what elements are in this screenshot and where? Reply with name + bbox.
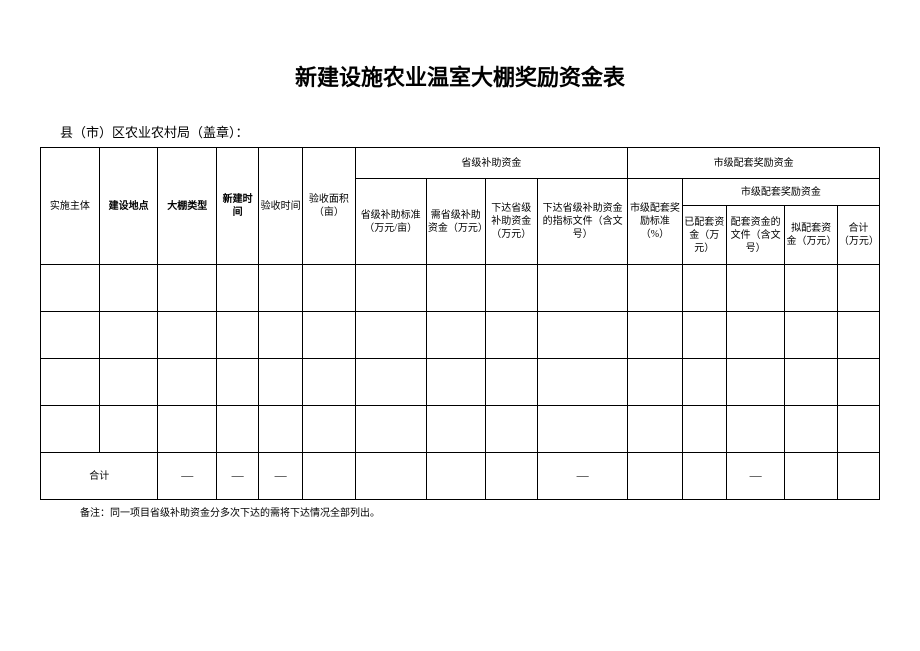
col-group-city: 市级配套奖励资金 xyxy=(628,148,880,179)
col-accept-time: 验收时间 xyxy=(259,148,303,265)
col-prov-issued: 下达省级补助资金（万元） xyxy=(485,179,537,265)
col-group-city-sub: 市级配套奖励资金 xyxy=(682,179,879,206)
col-city-total: 合计（万元） xyxy=(837,206,879,265)
funding-table: 实施主体 建设地点 大棚类型 新建时间 验收时间 验收面积（亩） 省级补助资金 … xyxy=(40,147,880,500)
col-entity: 实施主体 xyxy=(41,148,100,265)
col-build-time: 新建时间 xyxy=(217,148,259,265)
dash-cell: — xyxy=(726,453,785,500)
footnote: 备注：同一项目省级补助资金分多次下达的需将下达情况全部列出。 xyxy=(80,504,880,519)
total-row: 合计 — — — — — xyxy=(41,453,880,500)
table-row xyxy=(41,406,880,453)
col-city-doc: 配套资金的文件（含文号） xyxy=(726,206,785,265)
col-city-planned: 拟配套资金（万元） xyxy=(785,206,837,265)
dash-cell: — xyxy=(259,453,303,500)
col-group-provincial: 省级补助资金 xyxy=(355,148,628,179)
table-row xyxy=(41,359,880,406)
col-prov-standard: 省级补助标准（万元/亩） xyxy=(355,179,426,265)
dash-cell: — xyxy=(158,453,217,500)
table-row xyxy=(41,265,880,312)
table-row xyxy=(41,312,880,359)
page-title: 新建设施农业温室大棚奖励资金表 xyxy=(40,60,880,92)
total-label: 合计 xyxy=(41,453,158,500)
col-city-matched: 已配套资金（万元） xyxy=(682,206,726,265)
col-prov-need: 需省级补助资金（万元） xyxy=(426,179,485,265)
col-prov-doc: 下达省级补助资金的指标文件（含文号） xyxy=(537,179,627,265)
authority-line: 县（市）区农业农村局（盖章）： xyxy=(60,122,880,141)
col-location: 建设地点 xyxy=(99,148,158,265)
col-area: 验收面积（亩） xyxy=(303,148,355,265)
col-city-standard: 市级配套奖励标准（%） xyxy=(628,179,683,265)
dash-cell: — xyxy=(537,453,627,500)
dash-cell: — xyxy=(217,453,259,500)
col-type: 大棚类型 xyxy=(158,148,217,265)
